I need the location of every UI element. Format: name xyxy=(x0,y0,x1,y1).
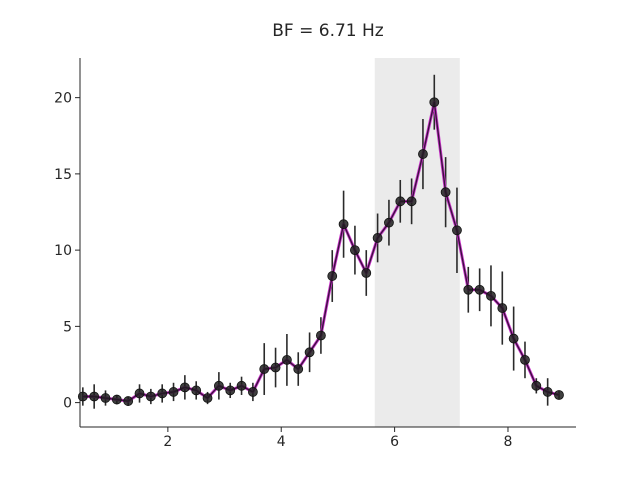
data-point xyxy=(259,364,270,374)
data-point xyxy=(327,271,338,281)
data-point xyxy=(179,382,190,393)
x-tick-label: 2 xyxy=(163,434,172,450)
marker-layer xyxy=(77,97,564,406)
x-tick-label: 4 xyxy=(277,434,286,450)
data-point xyxy=(134,388,145,399)
x-tick-label: 6 xyxy=(390,434,399,450)
data-point xyxy=(304,347,315,358)
data-point xyxy=(350,245,360,256)
data-point xyxy=(440,187,451,198)
data-point xyxy=(77,391,88,402)
y-tick-label: 0 xyxy=(63,396,72,412)
data-point xyxy=(282,355,292,365)
data-point xyxy=(202,393,213,403)
y-axis-ticks: 0 5 10 15 20 xyxy=(54,91,80,412)
data-point xyxy=(236,380,247,391)
data-point xyxy=(111,394,122,405)
data-point xyxy=(554,390,564,400)
data-point xyxy=(191,385,202,396)
data-point xyxy=(247,387,258,397)
data-point xyxy=(531,380,542,391)
data-point xyxy=(145,391,156,402)
data-point xyxy=(395,196,406,207)
data-point xyxy=(520,355,530,365)
data-point xyxy=(89,391,100,402)
data-point xyxy=(497,303,508,313)
y-tick-label: 20 xyxy=(54,91,72,107)
highlight-band-layer xyxy=(374,58,460,427)
data-point xyxy=(429,97,440,108)
x-axis-ticks: 2 4 6 8 xyxy=(163,427,512,450)
data-point xyxy=(508,333,519,344)
data-point xyxy=(463,284,474,295)
y-tick-label: 10 xyxy=(54,243,72,259)
highlight-band xyxy=(374,58,460,427)
data-point xyxy=(293,364,304,374)
data-point xyxy=(225,385,236,396)
data-point xyxy=(100,393,111,403)
data-point xyxy=(361,268,372,278)
data-point xyxy=(157,388,168,399)
data-point xyxy=(338,219,349,230)
data-point xyxy=(406,196,417,207)
data-point xyxy=(270,362,281,373)
y-tick-label: 5 xyxy=(63,319,72,335)
data-point xyxy=(542,387,553,397)
data-point xyxy=(168,387,179,397)
data-point xyxy=(316,330,326,341)
data-point xyxy=(452,225,462,236)
data-point xyxy=(123,396,134,406)
x-tick-label: 8 xyxy=(504,434,513,450)
chart-title: BF = 6.71 Hz xyxy=(272,21,384,41)
data-point xyxy=(384,217,394,228)
data-point xyxy=(486,290,496,301)
data-point xyxy=(418,149,428,159)
data-point xyxy=(372,233,383,243)
y-tick-label: 15 xyxy=(54,167,72,183)
data-point xyxy=(213,380,224,391)
data-point xyxy=(474,284,485,295)
